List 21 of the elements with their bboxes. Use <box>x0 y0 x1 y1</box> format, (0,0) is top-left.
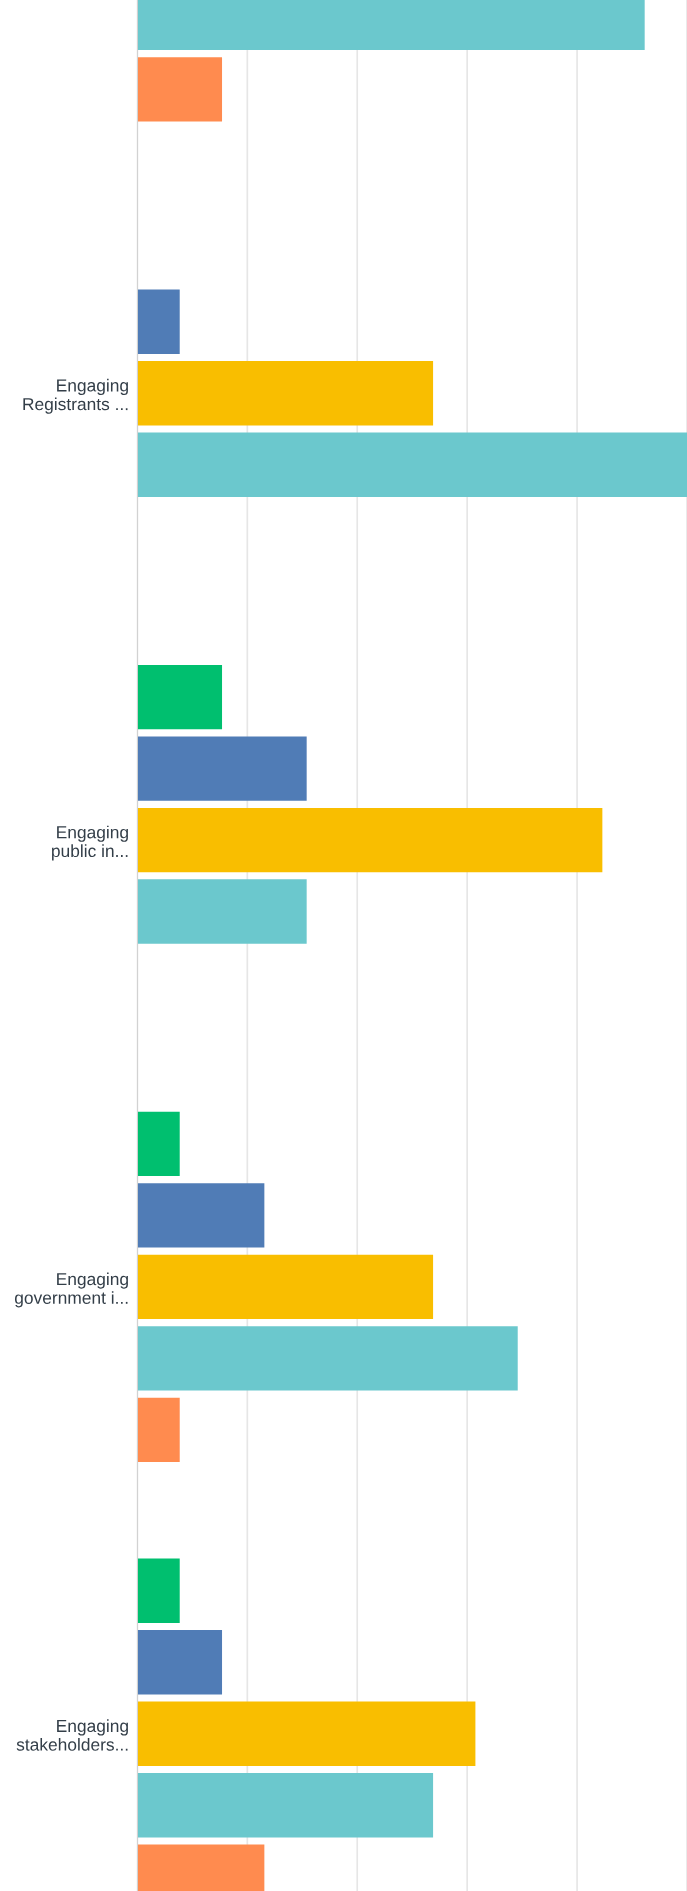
bar <box>137 1397 180 1463</box>
bar <box>137 1111 180 1177</box>
y-tick-label: Engaging Registrants ... <box>23 378 128 414</box>
bar <box>137 1558 180 1623</box>
bar <box>137 879 307 944</box>
bar <box>137 736 307 801</box>
bar <box>137 1254 434 1320</box>
y-tick-label: Engaging stakeholders... <box>16 1719 128 1751</box>
bar <box>137 1773 434 1838</box>
y-tick-label: Engaging government i... <box>14 1272 128 1308</box>
bar <box>137 1183 265 1248</box>
bar <box>137 57 223 122</box>
bar <box>137 361 434 426</box>
bar <box>137 1701 476 1766</box>
bar <box>137 289 180 354</box>
bar <box>137 807 603 873</box>
bar <box>137 432 687 497</box>
bar <box>137 1326 518 1391</box>
bar <box>137 664 223 730</box>
y-tick-label: Engaging public in... <box>52 825 128 861</box>
bar <box>137 1630 223 1695</box>
